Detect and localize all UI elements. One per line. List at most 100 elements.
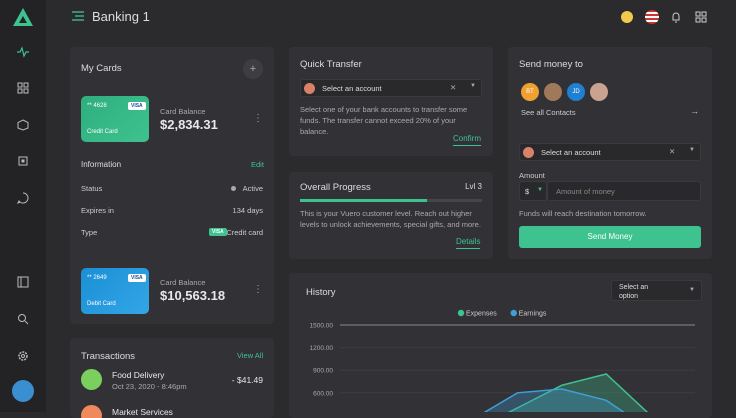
clear-icon[interactable]: ✕ xyxy=(669,147,676,156)
grid-icon[interactable] xyxy=(17,82,29,94)
description: This is your Vuero customer level. Reach… xyxy=(300,209,481,229)
y-tick-label: 1200.00 xyxy=(310,345,334,352)
settings-icon[interactable] xyxy=(17,350,29,362)
account-select[interactable]: Select an account ✕ ▼ xyxy=(519,143,701,161)
send-button[interactable]: Send Money xyxy=(519,226,701,248)
chat-icon[interactable] xyxy=(17,192,29,204)
info-value: Credit card xyxy=(226,228,263,237)
credit-card[interactable]: ** 4628 VISA Credit Card xyxy=(81,96,149,142)
note: Funds will reach destination tomorrow. xyxy=(519,209,647,218)
edit-link[interactable]: Edit xyxy=(251,160,264,169)
details-link[interactable]: Details xyxy=(456,237,481,249)
info-key: Status xyxy=(81,184,103,193)
line xyxy=(483,388,625,412)
contact-avatar[interactable]: JD xyxy=(567,83,585,101)
transaction-date: Oct 23, 2020 - 8:46pm xyxy=(112,382,187,391)
card-type: Credit Card xyxy=(87,129,118,135)
line xyxy=(507,373,649,412)
progress-track xyxy=(300,199,482,202)
select-text: Select an account xyxy=(541,148,601,157)
legend-dot xyxy=(510,309,517,317)
contact-avatar[interactable] xyxy=(544,83,562,101)
user-avatar[interactable] xyxy=(12,380,34,402)
cards-panel: My Cards + ** 4628 VISA Credit Card Card… xyxy=(70,47,274,324)
card-type: Debit Card xyxy=(87,301,116,307)
panel-title: My Cards xyxy=(81,63,122,74)
cpu-icon[interactable] xyxy=(17,155,29,167)
dropdown-caret[interactable]: ▼ xyxy=(470,83,476,89)
transaction-amount: - $41.49 xyxy=(231,375,263,385)
balance: $2,834.31 xyxy=(160,117,218,132)
panel-icon[interactable] xyxy=(17,276,29,288)
bell-icon[interactable] xyxy=(670,11,682,23)
panel-title: Quick Transfer xyxy=(300,59,362,70)
info-value: 134 days xyxy=(232,206,263,215)
transaction-name: Food Delivery xyxy=(112,370,165,380)
box-icon[interactable] xyxy=(17,119,29,131)
view-all-link[interactable]: View All xyxy=(237,351,264,360)
dropdown-caret: ▼ xyxy=(689,287,695,293)
balance-label: Card Balance xyxy=(160,278,206,287)
panel-title: History xyxy=(306,287,336,298)
legend-dot xyxy=(457,309,465,317)
panel-title: Send money to xyxy=(519,59,583,70)
currency: $ xyxy=(525,187,530,196)
description: Select one of your bank accounts to tran… xyxy=(300,105,468,136)
info-key: Type xyxy=(81,228,98,237)
contact-avatar[interactable] xyxy=(590,83,608,101)
add-card-button[interactable]: + xyxy=(243,59,263,79)
y-tick-label: 1500.00 xyxy=(310,323,334,330)
send-money-panel: Send money to BT JD See all Contacts → S… xyxy=(508,47,712,259)
panel-title: Overall Progress xyxy=(300,182,371,193)
see-all-link[interactable]: See all Contacts xyxy=(521,108,576,117)
history-chart: 600.00 900.00 1200.00 1500.00 Expenses Earnin… xyxy=(310,309,695,412)
currency-select[interactable]: $ ▼ xyxy=(519,181,547,201)
history-panel: History Select an option ▼ 600.00 900.00 12… xyxy=(289,273,712,418)
card-menu[interactable]: ⋮ xyxy=(253,113,263,124)
select-avatar xyxy=(304,83,315,94)
page-title: Banking 1 xyxy=(92,9,150,24)
menu-icon[interactable] xyxy=(72,10,84,22)
status-dot xyxy=(231,186,236,191)
theme-toggle[interactable] xyxy=(621,11,633,23)
legend-label: Earnings xyxy=(519,311,547,318)
quick-transfer-panel: Quick Transfer Select an account ✕ ▼ Sel… xyxy=(289,47,493,156)
legend-label: Expenses xyxy=(466,311,497,318)
transaction-name: Market Services xyxy=(112,407,173,417)
amount-label: Amount xyxy=(519,171,545,180)
level: Lvl 3 xyxy=(465,182,482,191)
panel-title: Transactions xyxy=(81,351,136,362)
debit-card[interactable]: ** 2649 VISA Debit Card xyxy=(81,268,149,314)
select-text: Select an option xyxy=(619,284,649,300)
info-value: Active xyxy=(242,184,263,193)
clear-icon[interactable]: ✕ xyxy=(450,83,457,92)
sidebar xyxy=(0,0,46,412)
search-icon[interactable] xyxy=(17,313,29,325)
confirm-link[interactable]: Confirm xyxy=(453,134,482,146)
select-text: Select an account xyxy=(322,84,382,93)
apps-icon[interactable] xyxy=(695,11,707,23)
dropdown-caret: ▼ xyxy=(537,187,543,193)
card-brand: VISA xyxy=(128,102,146,110)
language-flag[interactable] xyxy=(645,10,659,24)
balance: $10,563.18 xyxy=(160,288,226,303)
type-brand: VISA xyxy=(209,228,227,236)
balance-label: Card Balance xyxy=(160,107,206,116)
card-menu[interactable]: ⋮ xyxy=(253,284,263,295)
info-title: Information xyxy=(81,160,122,169)
arrow-icon[interactable]: → xyxy=(690,106,699,116)
amount-input[interactable]: Amount of money xyxy=(547,181,701,201)
contact-avatar[interactable]: BT xyxy=(521,83,539,101)
progress-fill xyxy=(300,199,428,202)
activity-icon[interactable] xyxy=(17,46,29,58)
y-tick-label: 600.00 xyxy=(313,390,333,397)
info-key: Expires in xyxy=(81,206,114,215)
area xyxy=(485,389,624,412)
transactions-panel: Transactions View All Food Delivery Oct … xyxy=(70,338,274,418)
y-tick-label: 900.00 xyxy=(313,368,333,375)
select-avatar xyxy=(523,147,534,158)
period-select[interactable]: Select an option ▼ xyxy=(611,280,702,301)
dropdown-caret[interactable]: ▼ xyxy=(689,147,695,153)
account-select[interactable]: Select an account ✕ ▼ xyxy=(300,79,482,97)
logo xyxy=(13,8,33,26)
